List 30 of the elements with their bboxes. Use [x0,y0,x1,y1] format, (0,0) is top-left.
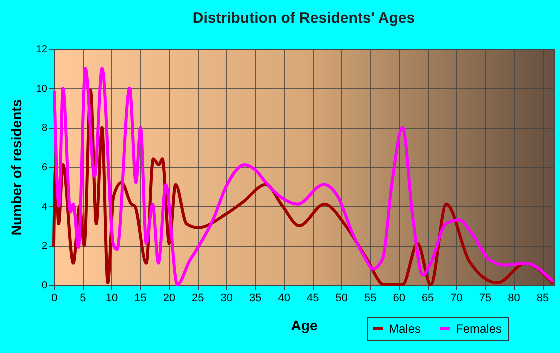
x-tick-label: 25 [192,292,204,304]
x-tick-label: 40 [278,292,291,304]
x-tick-label: 20 [163,292,176,304]
legend-label: Females [456,322,502,336]
y-tick-label: 2 [42,241,48,252]
x-tick-label: 80 [508,292,520,304]
y-tick-label: 0 [42,280,48,292]
x-tick-label: 35 [250,292,262,304]
x-axis-title: Age [291,318,318,334]
x-tick-label: 50 [336,292,348,304]
x-tick-label: 75 [479,292,492,304]
y-axis-title: Number of residents [8,99,24,236]
legend-label: Males [389,322,422,336]
y-tick-label: 6 [42,162,48,174]
x-tick-label: 55 [364,292,377,304]
y-tick-label: 4 [42,202,48,213]
x-tick-label: 45 [306,292,320,304]
x-tick-label: 30 [220,292,234,304]
x-tick-label: 60 [393,292,406,304]
chart-title: Distribution of Residents' Ages [192,10,416,27]
y-tick-label: 10 [36,84,48,95]
y-tick-label: 12 [36,44,48,56]
x-tick-label: 0 [51,292,58,304]
y-tick-label: 8 [42,123,48,134]
x-tick-label: 85 [536,292,550,304]
x-tick-label: 5 [80,292,86,304]
x-tick-label: 70 [450,292,463,304]
x-tick-label: 10 [106,292,118,304]
x-tick-label: 15 [134,292,147,304]
x-tick-label: 65 [422,292,434,304]
